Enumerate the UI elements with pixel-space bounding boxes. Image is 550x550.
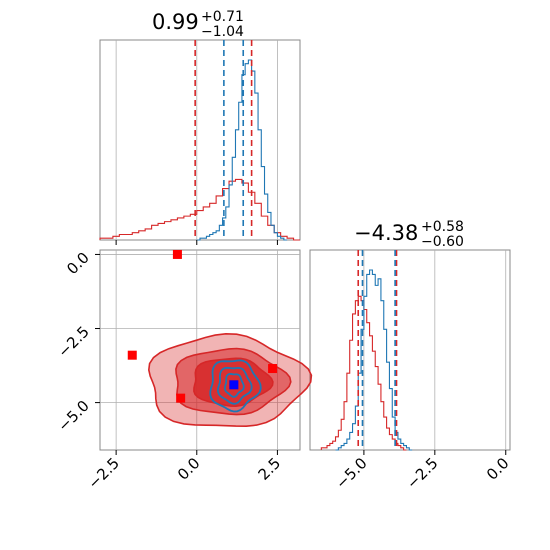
panel-joint-frame xyxy=(99,249,301,451)
title-p0: 0.99 +0.71 −1.04 xyxy=(152,9,244,40)
tick-label-y-joint: 0.0 xyxy=(63,249,93,279)
contour-series-a-inner xyxy=(223,372,245,398)
title-p1-minus: −0.60 xyxy=(421,234,464,250)
tick-label-x-p1: 0.0 xyxy=(483,454,513,484)
hist-p0-series-a xyxy=(196,59,288,241)
tick-label-x-joint: −2.5 xyxy=(84,454,122,492)
title-p1-value: −4.38 xyxy=(354,221,418,245)
tick-label-x-p1: −5.0 xyxy=(332,454,370,492)
marker-series-b xyxy=(127,350,137,360)
hist-p0-series-b xyxy=(99,178,300,241)
tick-label-y-joint: −2.5 xyxy=(54,323,92,361)
tick-label-y-joint: −5.0 xyxy=(54,397,92,435)
tick-label-x-joint: 2.5 xyxy=(255,454,285,484)
contour-series-a-outer xyxy=(209,359,262,413)
marker-series-b xyxy=(268,364,278,374)
content-layer xyxy=(99,40,413,451)
marker-series-b xyxy=(172,249,182,259)
title-p1-plus: +0.58 xyxy=(421,219,464,235)
title-p0-minus: −1.04 xyxy=(201,24,244,40)
marker-series-a xyxy=(229,380,239,390)
tick-label-x-joint: 0.0 xyxy=(174,454,204,484)
tick-label-x-p1: −2.5 xyxy=(403,454,441,492)
title-p0-value: 0.99 xyxy=(152,10,199,34)
panel-p0-hist-frame xyxy=(99,39,301,241)
title-p1: −4.38 +0.58 −0.60 xyxy=(354,219,464,250)
marker-series-b xyxy=(176,393,186,403)
title-p0-plus: +0.71 xyxy=(201,9,244,25)
contour-series-a-mid xyxy=(216,366,253,405)
hist-p1-series-a xyxy=(335,269,413,451)
panel-p1-hist-frame xyxy=(309,249,511,451)
